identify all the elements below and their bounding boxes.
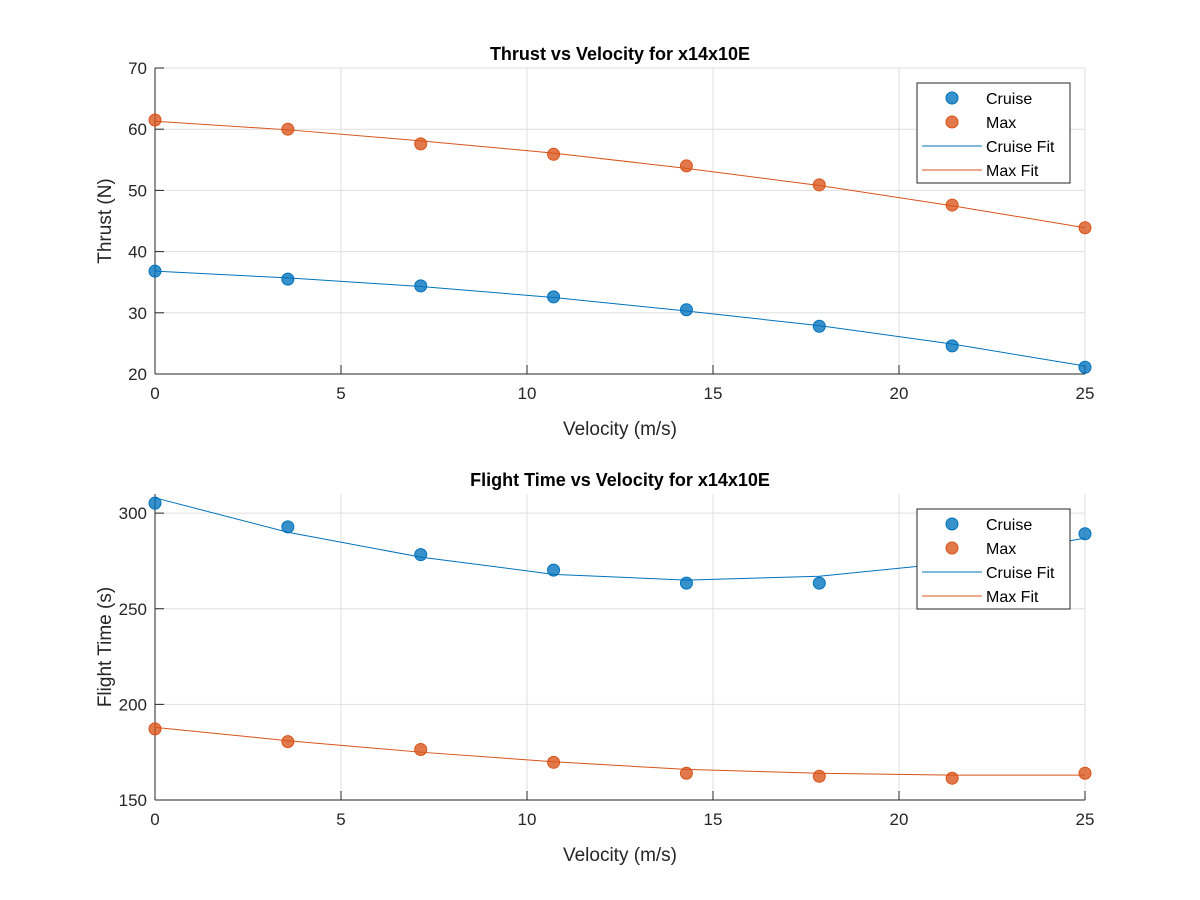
- data-point-cruise: [281, 520, 295, 534]
- data-point-cruise: [547, 290, 561, 304]
- data-point-max: [679, 159, 693, 173]
- chart-title: Thrust vs Velocity for x14x10E: [490, 44, 750, 64]
- data-point-cruise: [414, 548, 428, 562]
- data-point-cruise: [547, 563, 561, 577]
- y-tick-label: 20: [128, 365, 147, 384]
- x-tick-label: 15: [704, 810, 723, 829]
- y-tick-label: 200: [119, 695, 147, 714]
- y-tick-label: 70: [128, 59, 147, 78]
- legend: Cruise Max Cruise Fit Max Fit: [916, 508, 1071, 610]
- legend-label: Max: [986, 541, 1016, 558]
- data-point-max: [547, 755, 561, 769]
- legend-label: Cruise: [986, 517, 1032, 534]
- x-axis-label: Velocity (m/s): [563, 845, 677, 866]
- y-axis-label: Thrust (N): [95, 178, 116, 264]
- x-tick-label: 0: [150, 384, 159, 403]
- legend-label: Max: [986, 115, 1016, 132]
- x-axis-label: Velocity (m/s): [563, 419, 677, 440]
- x-tick-label: 15: [704, 384, 723, 403]
- legend-marker: [945, 91, 959, 105]
- data-point-cruise: [148, 264, 162, 278]
- data-point-max: [945, 198, 959, 212]
- legend-label: Max Fit: [986, 589, 1039, 606]
- x-tick-label: 25: [1076, 384, 1095, 403]
- x-tick-label: 25: [1076, 810, 1095, 829]
- data-point-cruise: [414, 279, 428, 293]
- x-tick-label: 5: [336, 384, 345, 403]
- data-point-max: [148, 722, 162, 736]
- data-point-max: [945, 771, 959, 785]
- data-point-cruise: [945, 339, 959, 353]
- legend-label: Cruise Fit: [986, 139, 1055, 156]
- data-point-max: [148, 113, 162, 127]
- data-point-cruise: [812, 319, 826, 333]
- legend-marker: [945, 115, 959, 129]
- x-tick-label: 0: [150, 810, 159, 829]
- y-axis-label: Flight Time (s): [95, 587, 116, 707]
- data-point-cruise: [1078, 360, 1092, 374]
- x-tick-label: 10: [518, 384, 537, 403]
- data-point-max: [679, 766, 693, 780]
- y-tick-label: 50: [128, 181, 147, 200]
- data-point-max: [414, 743, 428, 757]
- legend-box: [916, 508, 1071, 610]
- y-tick-label: 60: [128, 120, 147, 139]
- y-tick-label: 150: [119, 791, 147, 810]
- x-tick-label: 10: [518, 810, 537, 829]
- data-point-cruise: [148, 496, 162, 510]
- data-point-cruise: [679, 303, 693, 317]
- data-point-cruise: [1078, 527, 1092, 541]
- legend-label: Cruise Fit: [986, 565, 1055, 582]
- data-point-max: [547, 147, 561, 161]
- x-tick-label: 20: [890, 810, 909, 829]
- chart-title: Flight Time vs Velocity for x14x10E: [470, 470, 770, 490]
- data-point-cruise: [281, 272, 295, 286]
- legend-box: [916, 82, 1071, 184]
- x-tick-label: 5: [336, 810, 345, 829]
- y-tick-label: 250: [119, 600, 147, 619]
- data-point-max: [1078, 221, 1092, 235]
- data-point-cruise: [812, 576, 826, 590]
- series-line-max-fit: [154, 726, 1085, 776]
- data-point-max: [1078, 766, 1092, 780]
- data-point-max: [812, 769, 826, 783]
- x-tick-label: 20: [890, 384, 909, 403]
- chart-2: 0 5 10 15 20 25 150 200 250 300 Flight Time vs Vel…: [95, 470, 1094, 866]
- legend-label: Cruise: [986, 91, 1032, 108]
- chart-1: 0 5 10 15 20 25 20 30 40 50 60 70 Thrust vs Velocity…: [95, 44, 1094, 440]
- legend: Cruise Max Cruise Fit Max Fit: [916, 82, 1071, 184]
- data-point-cruise: [679, 576, 693, 590]
- data-point-max: [812, 178, 826, 192]
- data-point-max: [281, 122, 295, 136]
- series-line-max-fit: [154, 120, 1086, 229]
- series-line-cruise-fit: [154, 270, 1086, 367]
- y-tick-label: 40: [128, 243, 147, 262]
- legend-marker: [945, 541, 959, 555]
- y-tick-label: 30: [128, 304, 147, 323]
- data-point-max: [414, 137, 428, 151]
- data-point-max: [281, 735, 295, 749]
- legend-label: Max Fit: [986, 163, 1039, 180]
- legend-marker: [945, 517, 959, 531]
- y-tick-label: 300: [119, 504, 147, 523]
